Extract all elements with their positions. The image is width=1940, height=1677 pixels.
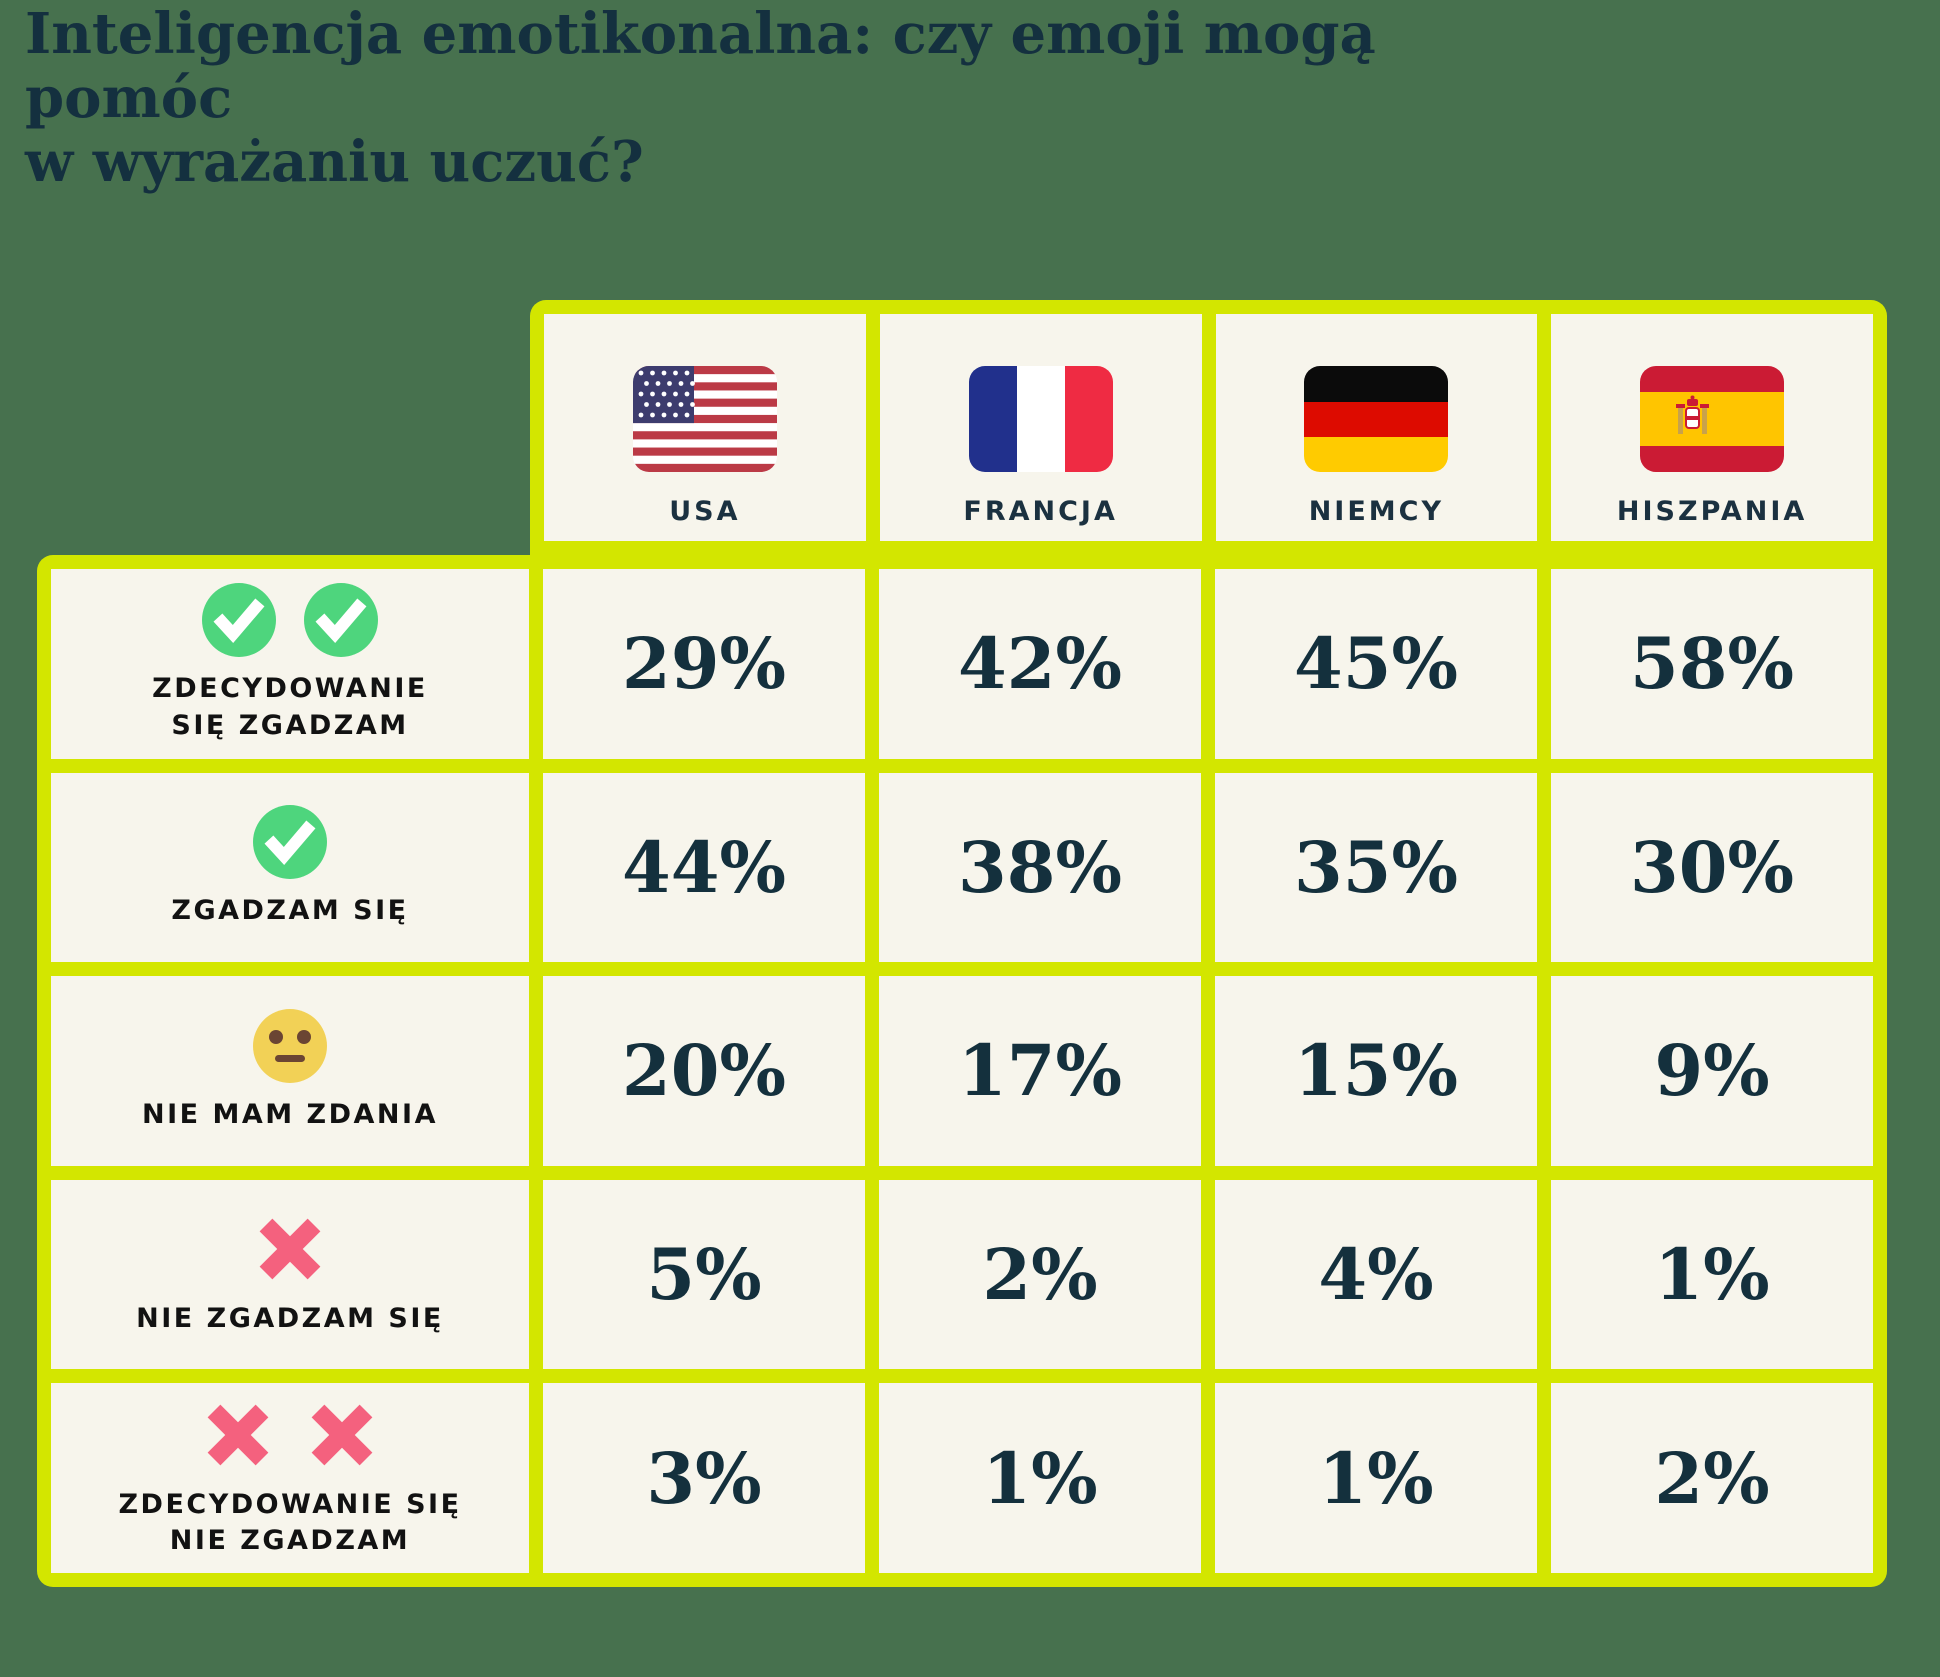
check-circle-icon: [253, 805, 327, 880]
percentage-value: 1%: [982, 1436, 1098, 1520]
row-header-cell: NIE MAM ZDANIA: [51, 976, 529, 1166]
row-label: ZDECYDOWANIE SIĘ ZGADZAM: [152, 671, 428, 744]
percentage-value: 9%: [1654, 1029, 1770, 1113]
neutral-face-icon: [253, 1008, 327, 1083]
row-icons: [252, 1211, 328, 1287]
percentage-value: 20%: [622, 1029, 786, 1113]
percentage-value: 5%: [646, 1233, 762, 1317]
percentage-value: 58%: [1630, 622, 1794, 706]
percentage-value: 17%: [958, 1029, 1122, 1113]
value-cell: 17%: [879, 976, 1201, 1166]
cross-mark-icon: [200, 1397, 276, 1473]
france-flag-icon: [968, 366, 1113, 472]
country-label: HISZPANIA: [1616, 496, 1808, 527]
row-header-cell: ZDECYDOWANIE SIĘ ZGADZAM: [51, 569, 529, 759]
country-header-cell: HISZPANIA: [1551, 314, 1873, 541]
germany-flag-icon: [1304, 366, 1449, 472]
value-cell: 4%: [1215, 1179, 1537, 1370]
country-header-cell: USA: [544, 314, 866, 541]
title-line-1: Inteligencja emotikonalna: czy emoji mog…: [25, 1, 1376, 131]
value-cell: 44%: [543, 772, 865, 963]
value-cell: 1%: [879, 1383, 1201, 1573]
value-cell: 35%: [1215, 772, 1537, 963]
row-icons: [253, 1008, 327, 1083]
value-cell: 45%: [1215, 569, 1537, 759]
value-cell: 20%: [543, 976, 865, 1166]
row-header-cell: NIE ZGADZAM SIĘ: [51, 1179, 529, 1370]
percentage-value: 38%: [958, 825, 1122, 909]
value-cell: 2%: [879, 1179, 1201, 1370]
row-header-cell: ZDECYDOWANIE SIĘ NIE ZGADZAM: [51, 1383, 529, 1573]
row-label: ZGADZAM SIĘ: [171, 893, 408, 929]
percentage-value: 42%: [958, 622, 1122, 706]
percentage-value: 1%: [1318, 1436, 1434, 1520]
row-icons: [253, 805, 327, 880]
percentage-value: 30%: [1630, 825, 1794, 909]
check-circle-icon: [304, 583, 378, 658]
table-header-row: USA FRANCJA NIEMCY: [530, 300, 1887, 555]
value-cell: 1%: [1551, 1179, 1873, 1370]
row-label-line: ZDECYDOWANIE: [152, 673, 428, 705]
country-header-cell: NIEMCY: [1215, 314, 1538, 541]
percentage-value: 15%: [1294, 1029, 1458, 1113]
check-circle-icon: [202, 583, 276, 658]
row-label-line: NIE ZGADZAM: [169, 1525, 411, 1557]
percentage-value: 44%: [622, 825, 786, 909]
table-body-grid: ZDECYDOWANIE SIĘ ZGADZAM 29% 42% 45% 58% …: [37, 555, 1887, 1587]
value-cell: 42%: [879, 569, 1201, 759]
row-label: NIE MAM ZDANIA: [142, 1097, 438, 1133]
row-label-line: ZGADZAM SIĘ: [171, 895, 409, 927]
percentage-value: 2%: [1654, 1436, 1770, 1520]
percentage-value: 3%: [646, 1436, 762, 1520]
percentage-value: 35%: [1294, 825, 1458, 909]
value-cell: 38%: [879, 772, 1201, 963]
value-cell: 15%: [1215, 976, 1537, 1166]
percentage-value: 45%: [1294, 622, 1458, 706]
value-cell: 9%: [1551, 976, 1873, 1166]
row-icons: [202, 583, 378, 658]
row-label: NIE ZGADZAM SIĘ: [136, 1301, 444, 1337]
value-cell: 1%: [1215, 1383, 1537, 1573]
value-cell: 5%: [543, 1179, 865, 1370]
spain-flag-icon: [1640, 366, 1785, 472]
value-cell: 30%: [1551, 772, 1873, 963]
cross-mark-icon: [304, 1397, 380, 1473]
cross-mark-icon: [252, 1211, 328, 1287]
country-label: USA: [669, 496, 741, 527]
row-label-line: NIE MAM ZDANIA: [142, 1098, 438, 1130]
row-label-line: ZDECYDOWANIE SIĘ: [118, 1488, 462, 1520]
row-header-cell: ZGADZAM SIĘ: [51, 772, 529, 963]
value-cell: 29%: [543, 569, 865, 759]
row-label-line: SIĘ ZGADZAM: [171, 709, 409, 741]
value-cell: 58%: [1551, 569, 1873, 759]
percentage-value: 1%: [1654, 1233, 1770, 1317]
usa-flag-icon: [632, 366, 777, 472]
country-label: NIEMCY: [1308, 496, 1445, 527]
percentage-value: 4%: [1318, 1233, 1434, 1317]
row-label-line: NIE ZGADZAM SIĘ: [136, 1303, 444, 1335]
value-cell: 2%: [1551, 1383, 1873, 1573]
row-icons: [200, 1397, 380, 1473]
percentage-value: 2%: [982, 1233, 1098, 1317]
page-title: Inteligencja emotikonalna: czy emoji mog…: [25, 2, 1525, 194]
row-label: ZDECYDOWANIE SIĘ NIE ZGADZAM: [118, 1487, 461, 1560]
country-header-cell: FRANCJA: [879, 314, 1202, 541]
country-label: FRANCJA: [963, 496, 1118, 527]
title-line-2: w wyrażaniu uczuć?: [25, 129, 644, 195]
percentage-value: 29%: [622, 622, 786, 706]
value-cell: 3%: [543, 1383, 865, 1573]
